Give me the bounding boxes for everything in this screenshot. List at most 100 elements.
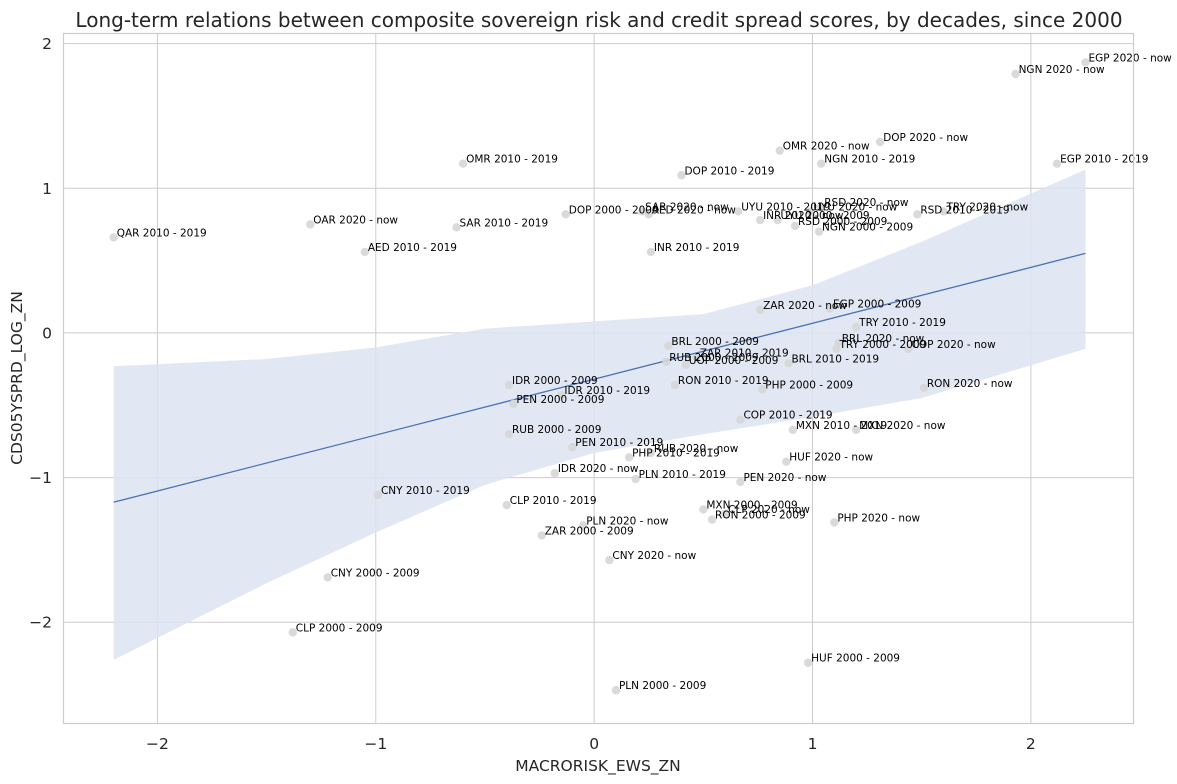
point-label: NGN 2000 - 2009	[822, 222, 913, 234]
data-point	[644, 210, 653, 219]
data-point	[109, 233, 118, 242]
data-point	[790, 221, 800, 231]
data-point	[1052, 159, 1062, 168]
point-label: RUB 2000 - 2009	[512, 424, 601, 436]
data-point	[579, 521, 588, 530]
data-point	[1011, 69, 1020, 79]
point-label: PLN 2020 - now	[586, 515, 669, 527]
point-label: MXN 2020 - now	[859, 420, 946, 432]
data-point	[782, 457, 791, 466]
data-point	[677, 171, 686, 180]
data-point	[670, 380, 680, 390]
data-point	[646, 247, 656, 257]
point-label: SAR 2010 - 2019	[460, 217, 549, 229]
point-label: AED 2020 - now	[652, 204, 737, 216]
y-axis-label: CDS05YSPRD_LOG_ZN	[8, 291, 27, 465]
point-label: AED 2010 - 2019	[368, 242, 457, 254]
point-label: PLN 2000 - 2009	[619, 680, 706, 692]
data-point	[755, 305, 765, 314]
point-label: IDR 2010 - 2019	[564, 385, 650, 397]
x-tick-label: −1	[364, 735, 387, 753]
point-label: RON 2020 - now	[927, 378, 1013, 390]
point-label: EGP 2020 - now	[1088, 52, 1172, 64]
data-point	[288, 628, 297, 637]
point-label: DOP 2010 - 2019	[684, 165, 774, 177]
data-point	[568, 443, 577, 452]
point-label: CNY 2000 - 2009	[331, 567, 420, 579]
data-point	[904, 344, 913, 354]
data-point	[755, 215, 765, 225]
point-label: RON 2000 - 2009	[715, 510, 806, 522]
point-label: ZAR 2000 - 2009	[545, 525, 634, 537]
data-point	[825, 304, 835, 313]
y-tick-label: 1	[42, 180, 52, 198]
data-point	[832, 344, 841, 354]
data-point	[624, 453, 634, 462]
data-point	[875, 137, 885, 147]
data-point	[784, 359, 793, 368]
point-label: OMR 2010 - 2019	[466, 154, 558, 166]
point-label: COP 2010 - 2019	[743, 410, 832, 422]
data-point	[830, 518, 839, 527]
point-label: CLP 2010 - 2019	[510, 495, 597, 507]
point-label: PLN 2010 - 2019	[639, 469, 726, 481]
point-label: BRL 2020 - now	[842, 333, 925, 345]
data-point	[817, 159, 826, 168]
x-axis-ticks: −2 −1 0 1 2	[146, 735, 1036, 753]
data-point	[788, 425, 798, 435]
point-label: PHP 2000 - 2009	[765, 379, 853, 391]
data-point	[631, 474, 640, 484]
point-label: HUF 2020 - now	[789, 452, 873, 464]
data-point	[664, 341, 673, 351]
point-label: HUF 2000 - 2009	[811, 653, 900, 665]
data-point	[734, 207, 743, 216]
x-tick-label: 0	[589, 735, 599, 753]
point-label: BRL 2000 - 2009	[671, 336, 759, 348]
data-point	[323, 573, 332, 582]
x-tick-label: 2	[1026, 735, 1036, 753]
point-label: IDR 2020 - now	[558, 463, 639, 475]
x-tick-label: −2	[146, 735, 169, 753]
point-label: OAR 2020 - now	[313, 214, 398, 226]
x-tick-label: 1	[808, 735, 818, 753]
data-point	[504, 380, 514, 390]
data-point	[773, 215, 782, 225]
data-point	[699, 505, 708, 514]
y-axis-ticks: −2 −1 0 1 2	[29, 35, 52, 632]
point-label: CNY 2020 - now	[612, 550, 696, 562]
data-point	[373, 490, 383, 500]
point-label: CLP 2020 - now	[728, 504, 810, 516]
data-point	[637, 207, 647, 216]
data-point	[707, 515, 717, 524]
point-label: RUB 2000 - 2009	[669, 352, 758, 364]
x-axis-label: MACRORISK_EWS_ZN	[515, 757, 681, 776]
points-layer	[109, 58, 1090, 695]
data-point	[502, 500, 511, 510]
point-label: NGN 2020 - now	[1019, 64, 1105, 76]
data-point	[803, 658, 813, 667]
point-label: EGP 2010 - 2019	[1060, 154, 1148, 166]
confidence-band-layer	[113, 169, 1086, 660]
point-label: RSD 2020 - now	[824, 197, 909, 209]
data-point	[550, 469, 560, 478]
point-label: COP 2020 - now	[912, 339, 997, 351]
data-point	[720, 509, 730, 518]
y-tick-label: −2	[29, 614, 52, 632]
data-point	[851, 322, 861, 332]
data-point	[736, 415, 745, 424]
point-label: ZAR 2010 - 2019	[700, 348, 789, 360]
point-label: INR 2020 - now	[763, 210, 844, 222]
data-point	[692, 353, 701, 362]
data-point	[557, 390, 566, 400]
point-label: RUB 2020 - now	[654, 443, 739, 455]
point-label: CNY 2010 - 2019	[381, 485, 470, 497]
data-point	[537, 531, 546, 540]
data-point	[1081, 58, 1090, 67]
data-point	[458, 159, 468, 168]
data-point	[646, 448, 656, 458]
data-point	[681, 360, 691, 369]
point-label: MXN 2000 - 2009	[706, 499, 797, 511]
point-label: PEN 2020 - now	[743, 472, 826, 484]
